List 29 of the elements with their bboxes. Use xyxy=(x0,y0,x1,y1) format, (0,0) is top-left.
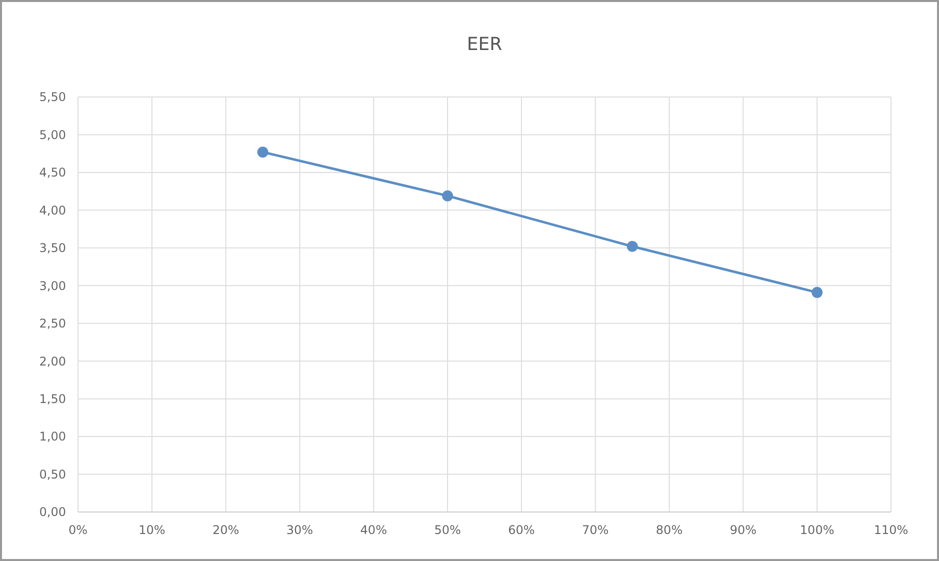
x-tick-label: 40% xyxy=(360,523,387,537)
x-tick-label: 110% xyxy=(874,523,908,537)
x-tick-label: 80% xyxy=(656,523,683,537)
x-tick-label: 90% xyxy=(730,523,757,537)
y-tick-label: 3,00 xyxy=(39,278,66,293)
y-tick-label: 4,50 xyxy=(39,166,66,180)
y-tick-label: 0,00 xyxy=(39,505,66,520)
x-tick-label: 30% xyxy=(286,523,314,537)
y-tick-label: 1,00 xyxy=(39,430,66,444)
y-tick-label: 5,50 xyxy=(39,90,66,104)
chart-title: EER xyxy=(466,34,502,55)
x-tick-label: 50% xyxy=(434,523,461,537)
point xyxy=(812,286,823,298)
y-tick-label: 3,50 xyxy=(39,241,66,256)
x-tick-label: 10% xyxy=(138,523,166,537)
y-tick-label: 0,50 xyxy=(39,467,66,482)
x-tick-label: 60% xyxy=(508,523,535,537)
x-tick-label: 100% xyxy=(800,523,834,537)
x-tick-label: 70% xyxy=(582,523,609,537)
x-tick-label: 20% xyxy=(212,523,240,537)
y-tick-label: 1,50 xyxy=(39,392,66,406)
x-tick-label: 0% xyxy=(68,523,88,537)
y-tick-label: 2,50 xyxy=(39,316,66,331)
point xyxy=(626,240,638,252)
y-tick-label: 4,00 xyxy=(39,203,66,218)
y-tick-label: 2,00 xyxy=(39,354,66,368)
point xyxy=(442,190,454,202)
point xyxy=(257,146,268,158)
y-tick-label: 5,00 xyxy=(39,128,66,142)
